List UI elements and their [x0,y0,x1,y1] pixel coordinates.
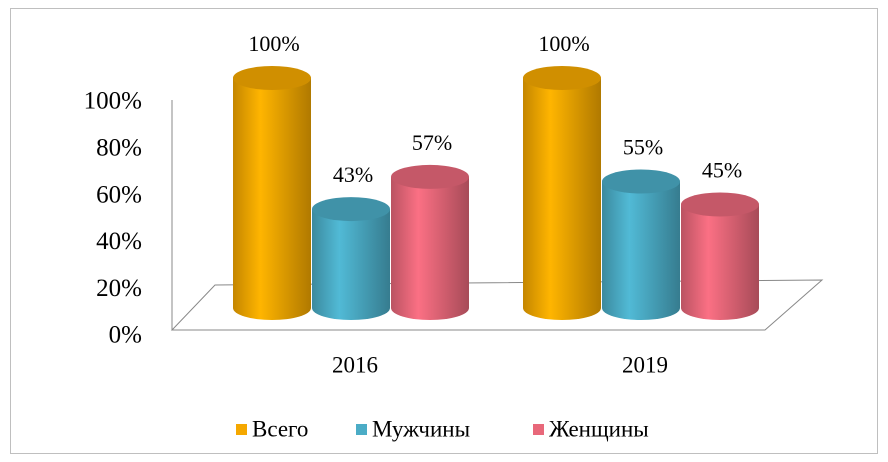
cylinder-top [233,66,311,90]
x-tick-label: 2019 [622,352,668,377]
value-label: 100% [538,31,589,56]
legend-swatch [236,424,247,435]
legend-swatch [533,424,544,435]
cylinder [312,209,390,320]
value-label: 55% [623,135,663,160]
cylinder [233,78,311,320]
legend-label: Всего [252,416,308,441]
value-label: 45% [702,158,742,183]
value-label: 100% [248,31,299,56]
legend-label: Женщины [549,416,649,441]
x-tick-label: 2016 [332,352,378,377]
cylinder-top [681,192,759,217]
y-tick-label: 60% [96,181,142,208]
legend-label: Мужчины [372,416,470,441]
cylinder-top [602,169,680,194]
y-tick-label: 100% [84,88,142,115]
y-tick-label: 80% [96,135,142,162]
cylinder-top [312,197,390,222]
cylinder [523,78,601,320]
cylinder-top [391,164,469,189]
value-label: 43% [333,162,373,187]
y-tick-label: 0% [109,322,142,349]
cylinder [681,204,759,320]
value-label: 57% [412,130,452,155]
y-tick-label: 40% [96,228,142,255]
cylinder-top [523,66,601,90]
cylinder [391,176,469,320]
cylinder [602,181,680,320]
y-tick-label: 20% [96,275,142,302]
legend-swatch [356,424,367,435]
